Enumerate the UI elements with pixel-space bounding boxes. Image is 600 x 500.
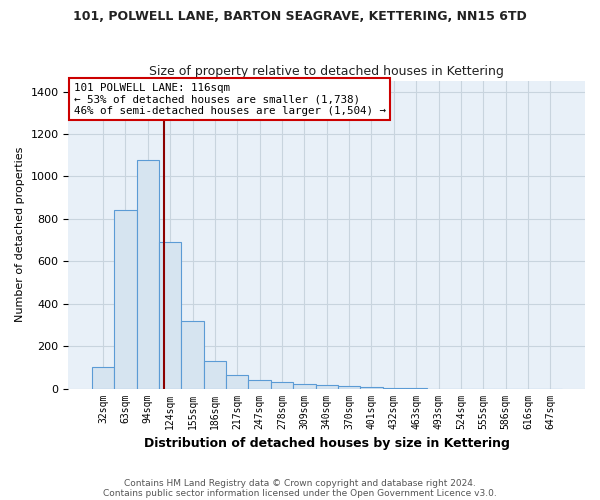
Bar xyxy=(338,386,360,388)
Bar xyxy=(114,210,137,388)
Bar xyxy=(92,368,114,388)
Y-axis label: Number of detached properties: Number of detached properties xyxy=(15,147,25,322)
Text: 101 POLWELL LANE: 116sqm
← 53% of detached houses are smaller (1,738)
46% of sem: 101 POLWELL LANE: 116sqm ← 53% of detach… xyxy=(74,82,386,116)
Bar xyxy=(271,382,293,388)
Bar xyxy=(137,160,159,388)
Bar xyxy=(159,242,181,388)
Bar xyxy=(181,320,204,388)
Bar xyxy=(226,375,248,388)
Bar xyxy=(248,380,271,388)
Title: Size of property relative to detached houses in Kettering: Size of property relative to detached ho… xyxy=(149,66,504,78)
X-axis label: Distribution of detached houses by size in Kettering: Distribution of detached houses by size … xyxy=(144,437,509,450)
Bar xyxy=(316,386,338,388)
Bar xyxy=(293,384,316,388)
Text: Contains HM Land Registry data © Crown copyright and database right 2024.: Contains HM Land Registry data © Crown c… xyxy=(124,478,476,488)
Text: 101, POLWELL LANE, BARTON SEAGRAVE, KETTERING, NN15 6TD: 101, POLWELL LANE, BARTON SEAGRAVE, KETT… xyxy=(73,10,527,23)
Text: Contains public sector information licensed under the Open Government Licence v3: Contains public sector information licen… xyxy=(103,488,497,498)
Bar xyxy=(204,361,226,388)
